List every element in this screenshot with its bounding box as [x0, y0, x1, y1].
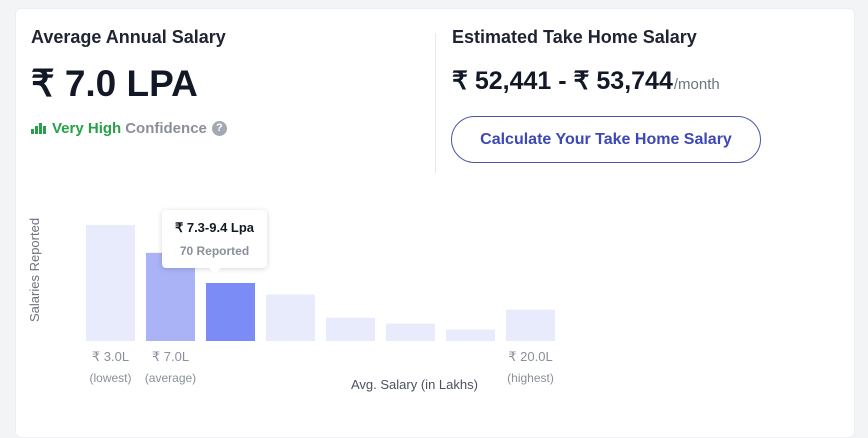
- x-tick-sublabel: (lowest): [89, 371, 132, 385]
- question-circle-icon[interactable]: ?: [211, 120, 227, 136]
- bar-tooltip: ₹ 7.3-9.4 Lpa 70 Reported: [162, 210, 267, 274]
- confidence-label: Confidence: [125, 119, 207, 137]
- confidence-level: Very High: [52, 119, 122, 137]
- x-tick-label: ₹ 7.0L: [151, 349, 190, 364]
- x-tick-label: ₹ 20.0L: [508, 349, 553, 364]
- take-home-period: /month: [673, 76, 720, 93]
- average-salary-title: Average Annual Salary: [31, 27, 226, 47]
- tooltip-count: 70 Reported: [179, 244, 250, 258]
- x-tick-sublabel: (highest): [507, 371, 554, 385]
- histogram-bar-3[interactable]: [266, 294, 315, 341]
- confidence-indicator: Very High Confidence ?: [31, 119, 227, 137]
- take-home-range-value: ₹ 52,441 - ₹ 53,744: [452, 67, 673, 95]
- take-home-range: ₹ 52,441 - ₹ 53,744/month: [452, 66, 720, 96]
- histogram-bar-2[interactable]: [206, 283, 255, 341]
- x-tick-sublabel: (average): [144, 371, 197, 385]
- calculate-take-home-button[interactable]: Calculate Your Take Home Salary: [451, 116, 761, 163]
- average-salary-value: ₹ 7.0 LPA: [31, 63, 198, 104]
- x-tick-label: ₹ 3.0L: [91, 349, 130, 364]
- take-home-title: Estimated Take Home Salary: [452, 27, 697, 47]
- chart-x-axis-label: Avg. Salary (in Lakhs): [351, 377, 478, 392]
- salary-card: [15, 8, 855, 438]
- section-divider: [435, 33, 436, 173]
- histogram-bar-4[interactable]: [326, 317, 375, 341]
- histogram-bar-7[interactable]: [506, 309, 555, 341]
- signal-bars-icon: [31, 122, 46, 134]
- histogram-bar-6[interactable]: [446, 329, 495, 341]
- histogram-bar-5[interactable]: [386, 323, 435, 341]
- tooltip-range: ₹ 7.3-9.4 Lpa: [174, 220, 255, 235]
- histogram-bar-0[interactable]: [86, 225, 135, 341]
